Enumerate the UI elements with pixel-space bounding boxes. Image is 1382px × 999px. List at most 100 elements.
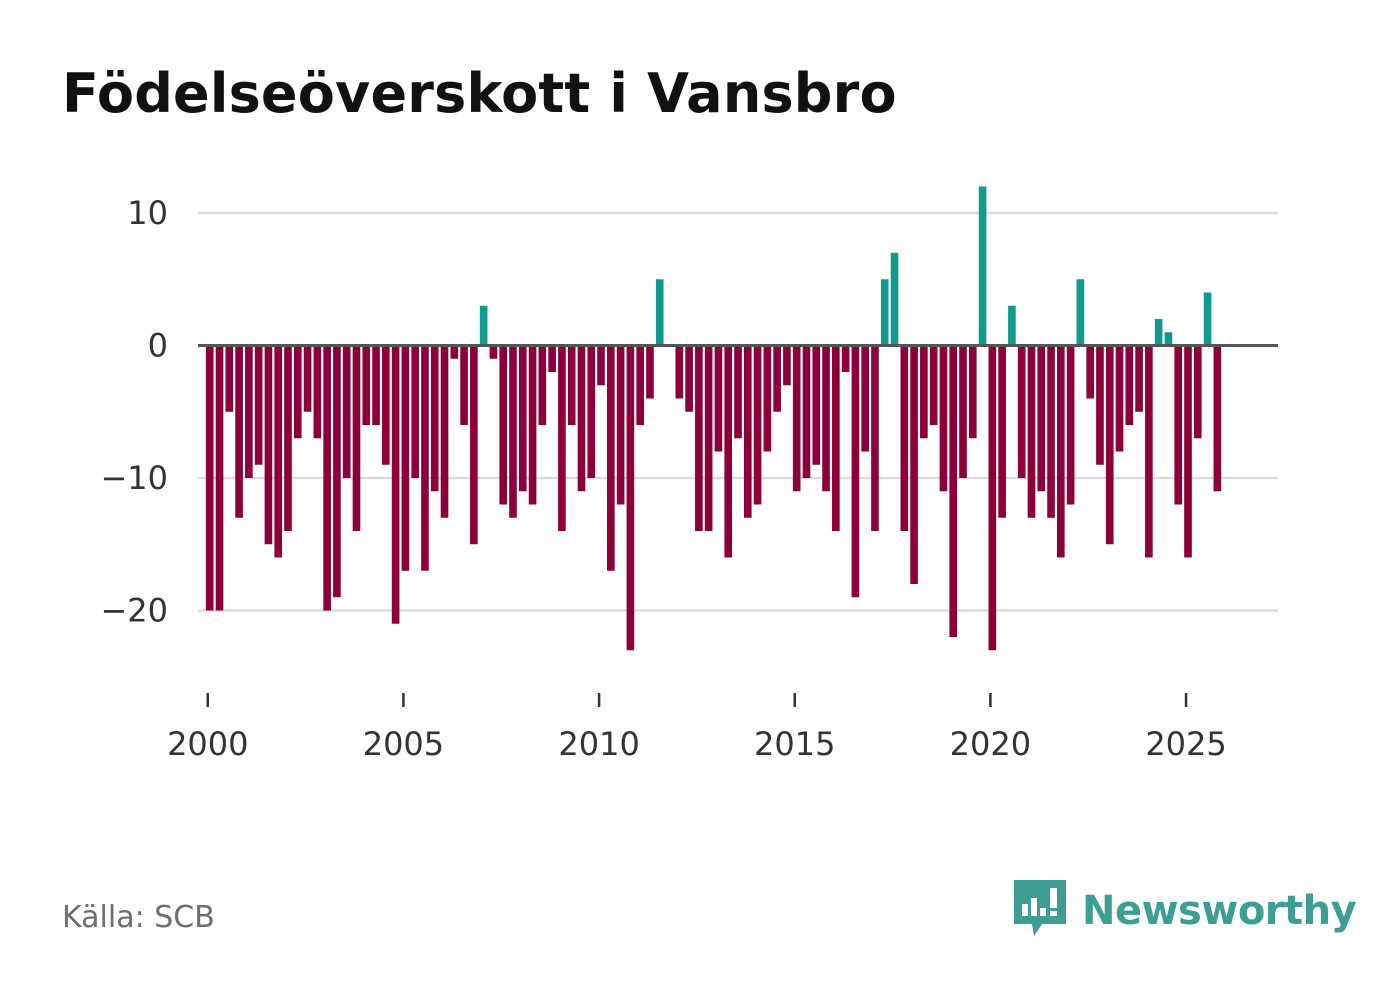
bar-negative: [743, 345, 752, 518]
bar-negative: [920, 345, 928, 439]
bar-negative: [626, 345, 635, 651]
grid-lines: [198, 211, 1278, 612]
x-axis: 2000 2005 2010 2015 2020 2025: [167, 693, 1227, 763]
bar-negative: [616, 345, 625, 505]
bar-negative: [753, 345, 762, 505]
bar-negative: [567, 345, 576, 425]
bar-negative: [538, 345, 547, 425]
bar-negative: [802, 345, 811, 478]
bar-positive: [1164, 332, 1173, 346]
bar-negative: [861, 345, 869, 452]
bar-negative: [1066, 345, 1075, 505]
bar-negative: [401, 345, 410, 571]
bar-negative: [939, 345, 948, 492]
bar-chart: 10 0 −10 −20 2000 2005 2010 2015 2020 2025: [100, 186, 1278, 763]
bar-negative: [900, 345, 909, 531]
bar-negative: [763, 345, 772, 452]
bar-negative: [910, 345, 918, 584]
source-note: Källa: SCB: [62, 900, 215, 935]
bar-negative: [391, 345, 400, 624]
bar-negative: [949, 345, 958, 637]
chart-title: Födelseöverskott i Vansbro: [62, 62, 897, 125]
newsworthy-logo-icon: [1012, 878, 1068, 943]
bar-negative: [528, 345, 537, 505]
bar-negative: [382, 345, 390, 465]
bar-negative: [577, 345, 586, 492]
bar-positive: [479, 305, 488, 346]
brand-name: Newsworthy: [1082, 887, 1357, 934]
bar-negative: [254, 345, 263, 465]
bar-negative: [695, 345, 703, 531]
y-tick-label: 0: [148, 327, 168, 365]
bar-negative: [841, 345, 850, 372]
bar-negative: [812, 345, 821, 465]
bar-negative: [1047, 345, 1055, 518]
x-tick-label: 2025: [1145, 725, 1226, 763]
x-tick-label: 2000: [167, 725, 248, 763]
bar-negative: [1213, 345, 1222, 492]
bar-negative: [372, 345, 380, 425]
bar-positive: [880, 279, 889, 346]
bar-negative: [724, 345, 733, 558]
bar-negative: [323, 345, 331, 611]
bar-negative: [303, 345, 312, 412]
bar-negative: [734, 345, 742, 439]
bar-negative: [1174, 345, 1183, 505]
bar-negative: [548, 345, 556, 372]
bar-negative: [450, 345, 459, 359]
bar-negative: [704, 345, 713, 531]
x-tick-label: 2005: [363, 725, 444, 763]
bar-negative: [215, 345, 224, 611]
bar-negative: [499, 345, 508, 505]
bar-positive: [1076, 279, 1085, 346]
bar-negative: [587, 345, 596, 478]
bar-negative: [1057, 345, 1065, 558]
bar-negative: [851, 345, 860, 598]
bar-negative: [968, 345, 977, 439]
bar-negative: [421, 345, 429, 571]
bar-positive: [890, 252, 899, 346]
bar-negative: [440, 345, 449, 518]
bar-negative: [509, 345, 517, 518]
bar-negative: [460, 345, 468, 425]
bar-negative: [1145, 345, 1153, 558]
bar-negative: [313, 345, 322, 439]
bar-negative: [1135, 345, 1143, 412]
y-tick-label: 10: [127, 194, 168, 232]
x-tick-label: 2010: [558, 725, 639, 763]
bar-negative: [1105, 345, 1114, 545]
bar-negative: [1115, 345, 1124, 452]
bar-negative: [959, 345, 967, 478]
bar-negative: [264, 345, 273, 545]
bar-negative: [558, 345, 566, 531]
bar-negative: [1037, 345, 1046, 492]
bar-negative: [235, 345, 243, 518]
bar-negative: [362, 345, 371, 425]
bar-negative: [1027, 345, 1036, 518]
y-tick-label: −10: [100, 459, 168, 497]
bar-negative: [352, 345, 361, 531]
bar-negative: [411, 345, 419, 478]
bar-negative: [225, 345, 234, 412]
bar-negative: [470, 345, 478, 545]
bar-negative: [1086, 345, 1094, 399]
bar-negative: [792, 345, 801, 492]
bar-positive: [1008, 305, 1016, 346]
bar-series: [205, 186, 1222, 651]
bar-negative: [1125, 345, 1134, 425]
bar-negative: [284, 345, 292, 531]
bar-negative: [597, 345, 605, 386]
bar-negative: [1017, 345, 1026, 478]
bar-negative: [998, 345, 1006, 518]
bar-negative: [822, 345, 830, 492]
bar-negative: [783, 345, 791, 386]
brand-logo: Newsworthy: [1012, 878, 1357, 943]
bar-negative: [988, 345, 997, 651]
bar-positive: [978, 186, 987, 346]
bar-negative: [685, 345, 693, 412]
bar-positive: [1203, 292, 1212, 346]
bar-negative: [205, 345, 214, 611]
x-tick-label: 2020: [950, 725, 1031, 763]
bar-negative: [489, 345, 498, 359]
bar-negative: [607, 345, 615, 571]
